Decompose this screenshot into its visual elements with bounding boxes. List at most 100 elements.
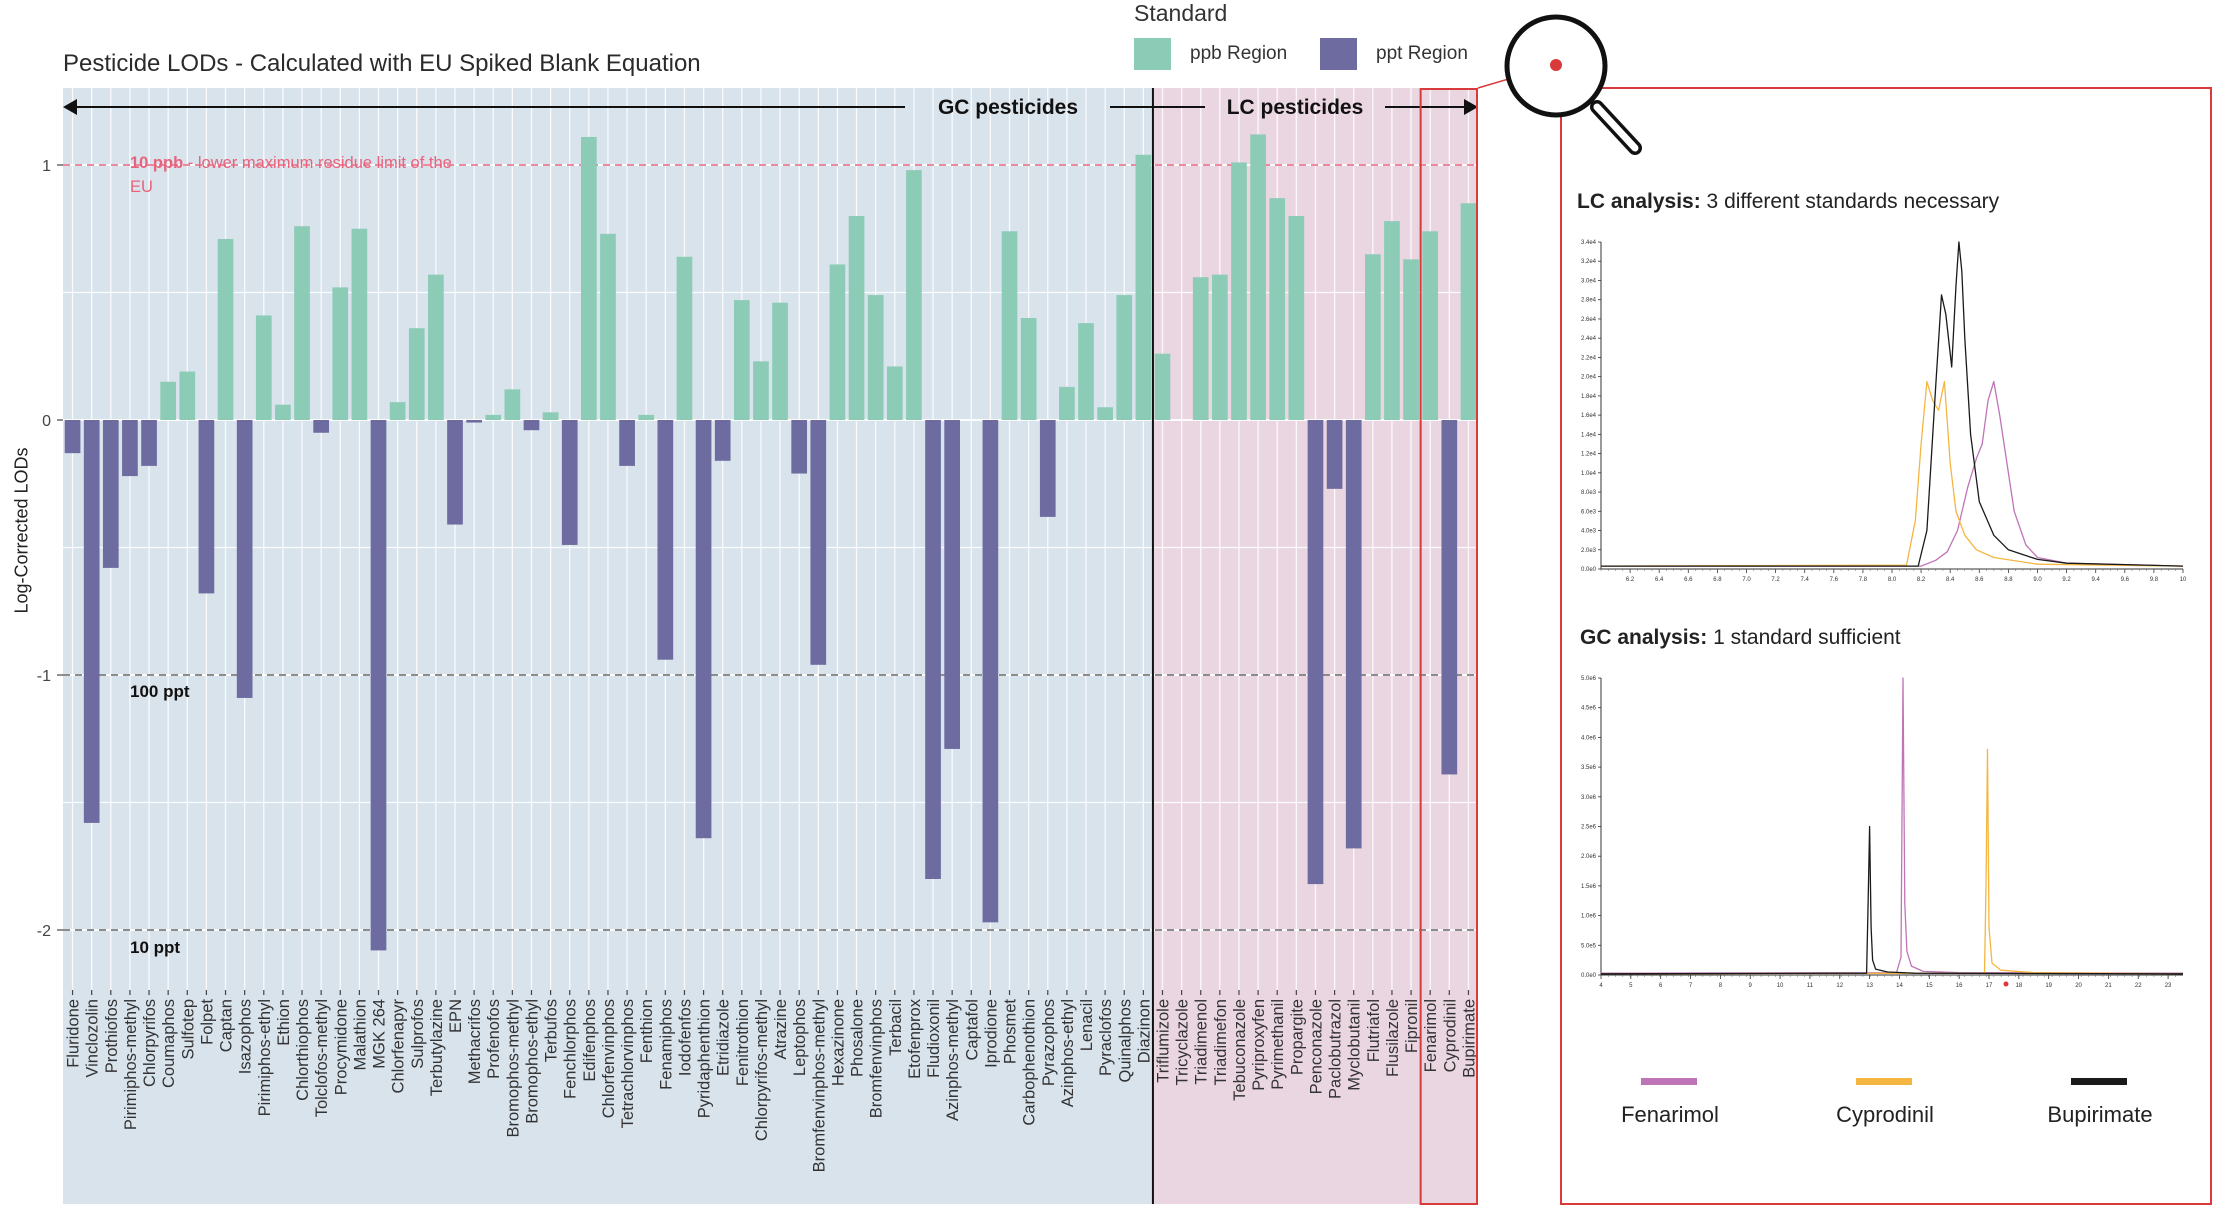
x-tick-label: Leptophos [791, 999, 809, 1076]
lc-y-tick-label: 2.2e4 [1581, 355, 1597, 361]
lc-y-tick-label: 3.0e4 [1581, 278, 1597, 284]
gc-trace-cyprodinil [1600, 748, 2184, 975]
bar-ppb-hexazinone [829, 264, 846, 420]
legend-swatch-ppt [1320, 38, 1357, 70]
bar-ppb-chlorthiophos [294, 226, 310, 420]
x-tick-label: Fipronil [1403, 999, 1421, 1053]
gc-x-tick-label: 17 [1986, 983, 1993, 989]
x-tick-label: Myclobutanil [1346, 999, 1364, 1091]
gc-x-tick-label: 7 [1689, 983, 1693, 989]
x-tick-label: Bromophos-methyl [504, 999, 522, 1137]
gc-y-tick-label: 3.0e6 [1581, 795, 1597, 801]
gc-title-bold: GC analysis: [1580, 626, 1708, 649]
x-tick-label: Triadimenol [1193, 999, 1211, 1085]
x-tick-label: Profenofos [485, 999, 503, 1079]
magnifier-point [1550, 59, 1562, 71]
bar-ppb-triflumizole [1154, 353, 1171, 420]
bar-ppb-procymidone [332, 287, 349, 420]
lc-x-tick-label: 7.0 [1742, 577, 1751, 583]
lc-panel-title: LC analysis: 3 different standards neces… [1577, 190, 1999, 214]
lc-x-tick-label: 8.8 [2004, 577, 2013, 583]
gc-x-tick-label: 19 [2045, 983, 2052, 989]
legend-title: Standard [1134, 0, 1228, 26]
gc-x-tick-label: 13 [1866, 983, 1873, 989]
lc-y-tick-label: 1.6e4 [1581, 413, 1597, 419]
x-tick-label: Phosmet [1002, 999, 1020, 1065]
bar-ppb-coumaphos [160, 381, 177, 420]
lc-label: LC pesticides [1227, 96, 1364, 119]
bar-ppb-fenthion [638, 414, 655, 420]
bar-ppt-epn [447, 420, 463, 525]
bar-ppt-bromophos-ethyl [523, 420, 540, 431]
x-tick-label: Coumaphos [160, 999, 178, 1088]
bar-ppt-prothiofos [102, 420, 119, 568]
bar-ppt-vinclozolin [83, 420, 100, 823]
gc-y-tick-label: 5.0e5 [1581, 943, 1597, 949]
bar-ppb-terbacil [886, 366, 903, 420]
lc-x-tick-label: 10 [2180, 577, 2187, 583]
fenarimol-swatch [1641, 1078, 1697, 1085]
gc-label: GC pesticides [938, 96, 1078, 119]
legend-label-ppb: ppb Region [1190, 43, 1288, 64]
x-tick-label: Atrazine [772, 999, 790, 1060]
lc-y-tick-label: 4.0e3 [1581, 529, 1597, 535]
x-tick-label: Carbophenothion [1021, 999, 1039, 1126]
x-tick-label: Quinalphos [1116, 999, 1134, 1082]
bar-ppb-edifenphos [581, 136, 597, 420]
bar-ppb-captan [217, 238, 234, 420]
gc-x-tick-label: 21 [2105, 983, 2112, 989]
bar-ppb-quinalphos [1116, 295, 1133, 420]
x-tick-label: Captafol [963, 999, 981, 1060]
x-tick-label: Sulprofos [409, 999, 427, 1069]
bar-ppt-isazophos [236, 420, 253, 698]
bar-ppt-fluridone [64, 420, 81, 454]
lc-x-tick-label: 6.8 [1713, 577, 1722, 583]
bar-ppt-etridiazole [714, 420, 731, 461]
lc-x-tick-label: 8.6 [1975, 577, 1984, 583]
lc-arrow-head [1464, 99, 1478, 115]
bar-ppt-bromfenvinphos-methyl [810, 420, 827, 665]
gc-y-tick-label: 5.0e6 [1581, 676, 1597, 682]
bar-ppt-mgk-264 [370, 420, 387, 951]
gc-y-tick-label: 1.0e6 [1581, 914, 1597, 920]
gc-x-tick-label: 5 [1629, 983, 1633, 989]
x-tick-label: Phosalone [849, 999, 867, 1077]
gc-y-tick-label: 4.0e6 [1581, 735, 1597, 741]
bar-ppb-chlorfenvinphos [600, 233, 616, 420]
gc-x-tick-label: 9 [1749, 983, 1753, 989]
bar-ppt-fenchlorphos [561, 420, 578, 545]
lc-x-tick-label: 9.2 [2062, 577, 2071, 583]
x-tick-label: Bupirimate [1460, 999, 1478, 1078]
gc-marker-point [2003, 981, 2009, 987]
lc-x-tick-label: 9.4 [2092, 577, 2101, 583]
lc-y-tick-label: 6.0e3 [1581, 509, 1597, 515]
annotation-100ppt: 100 ppt [130, 682, 190, 701]
x-tick-label: Flutriafol [1365, 999, 1383, 1062]
x-tick-label: Flusilazole [1384, 999, 1402, 1077]
x-tick-label: Malathion [351, 999, 369, 1071]
lc-y-tick-label: 2.8e4 [1581, 298, 1597, 304]
bar-ppt-fludioxonil [925, 420, 941, 879]
bar-ppb-triadimefon [1212, 274, 1228, 420]
bar-ppb-diazinon [1135, 154, 1152, 421]
gc-y-tick-label: 2.5e6 [1581, 825, 1597, 831]
bar-ppb-chlorpyrifos-methyl [753, 361, 769, 420]
lc-x-tick-label: 7.8 [1859, 577, 1868, 583]
bar-ppb-malathion [351, 228, 368, 420]
gc-title-rest: 1 standard sufficient [1707, 626, 1901, 649]
lc-x-tick-label: 8.2 [1917, 577, 1926, 583]
lc-y-tick-label: 1.0e4 [1581, 471, 1597, 477]
bar-ppt-leptophos [791, 420, 808, 474]
gc-y-tick-label: 0.0e0 [1581, 973, 1597, 979]
bar-ppb-carbophenothion [1020, 318, 1037, 420]
bar-ppb-bupirimate [1460, 203, 1477, 420]
bar-ppb-fenarimol [1422, 231, 1439, 420]
gc-trace-bupirimate [1600, 825, 2184, 975]
x-tick-label: Tricyclazole [1174, 999, 1192, 1086]
lc-y-tick-label: 0.0e0 [1581, 567, 1597, 573]
x-tick-label: Triadimefon [1212, 999, 1230, 1086]
x-tick-label: Fenchlorphos [562, 999, 580, 1099]
gc-x-tick-label: 4 [1599, 983, 1603, 989]
x-tick-label: Propargite [1288, 999, 1306, 1075]
